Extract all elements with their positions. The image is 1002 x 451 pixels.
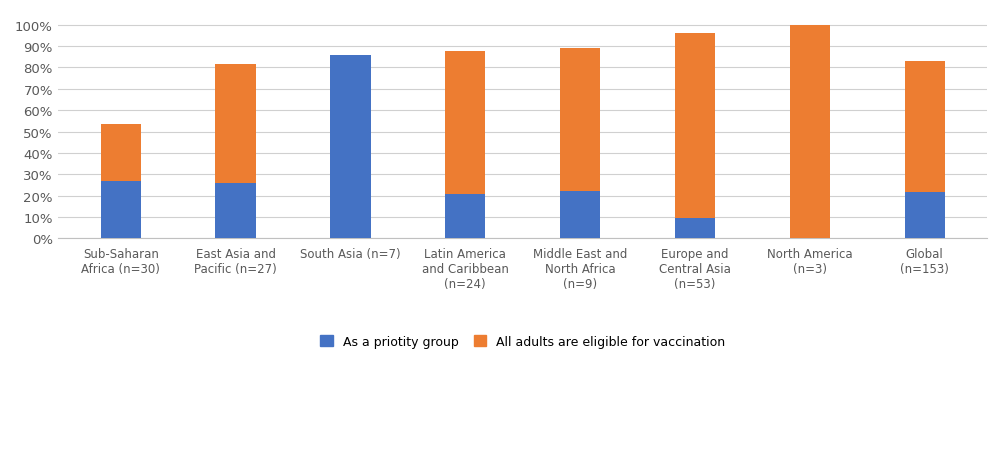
Bar [675, 34, 715, 219]
Bar [331, 56, 371, 239]
Bar [445, 194, 485, 239]
Bar [675, 219, 715, 239]
Bar [445, 52, 485, 194]
Bar [100, 125, 141, 182]
Bar [905, 62, 945, 193]
Bar [905, 193, 945, 239]
Bar [215, 65, 256, 184]
Bar [100, 182, 141, 239]
Bar [215, 184, 256, 239]
Bar [560, 192, 600, 239]
Bar [790, 26, 830, 239]
Bar [560, 49, 600, 192]
Legend: As a priotity group, All adults are eligible for vaccination: As a priotity group, All adults are elig… [316, 330, 730, 353]
